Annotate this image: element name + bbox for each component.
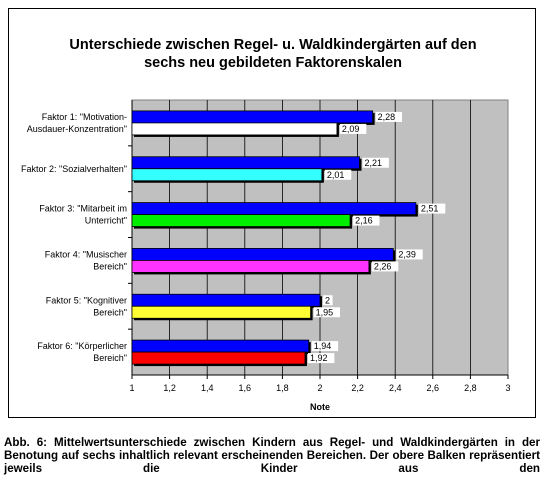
- x-tick-label: 2: [317, 383, 322, 393]
- category-label: Faktor 1: "Motivation-Ausdauer-Konzentra…: [27, 112, 127, 134]
- data-label-bg: [418, 203, 446, 214]
- category-label: Faktor 6: "Körperlicher Bereich": [37, 341, 127, 363]
- data-label: 1,92: [310, 353, 328, 363]
- category-label: Faktor 3: "Mitarbeit im Unterricht": [39, 204, 127, 226]
- data-label-bg: [324, 169, 352, 180]
- x-tick-label: 1,8: [276, 383, 289, 393]
- data-label: 2,09: [342, 124, 360, 134]
- bar-chart: Unterschiede zwischen Regel- u. Waldkind…: [21, 37, 510, 412]
- data-label-bg: [353, 215, 380, 226]
- bar-regelkindergarten: [131, 248, 394, 261]
- data-label-bg: [396, 249, 423, 260]
- bar-waldkindergarten: [131, 122, 338, 136]
- data-label-bg: [323, 295, 333, 306]
- x-tick-label: 3: [505, 383, 510, 393]
- x-tick-label: 2,8: [464, 383, 477, 393]
- data-label: 2,21: [364, 158, 382, 168]
- bar-waldkindergarten: [131, 214, 351, 227]
- data-label: 1,94: [314, 341, 332, 351]
- figure-caption: Abb. 6: Mittelwertsunterschiede zwischen…: [4, 436, 540, 476]
- bar-regelkindergarten: [131, 339, 310, 353]
- bar-regelkindergarten: [131, 156, 360, 170]
- chart-frame: Unterschiede zwischen Regel- u. Waldkind…: [8, 8, 536, 418]
- data-label-bg: [339, 123, 367, 134]
- category-label: Faktor 4: "Musischer Bereich": [45, 249, 127, 271]
- data-label: 2: [325, 295, 330, 305]
- bar-waldkindergarten: [131, 351, 306, 365]
- data-label: 2,28: [378, 112, 396, 122]
- x-tick-label: 2,6: [427, 383, 440, 393]
- data-label: 2,51: [421, 204, 439, 214]
- data-label: 2,39: [398, 249, 416, 259]
- x-tick-label: 1,2: [163, 383, 176, 393]
- bar-regelkindergarten: [131, 202, 417, 215]
- data-label: 2,16: [355, 216, 373, 226]
- bar-waldkindergarten: [131, 305, 312, 319]
- x-tick-label: 2,2: [351, 383, 364, 393]
- bar-waldkindergarten: [131, 260, 370, 273]
- x-tick-label: 1: [129, 383, 134, 393]
- category-label: Faktor 2: "Sozialverhalten": [21, 164, 127, 174]
- data-label: 1,95: [316, 307, 334, 317]
- data-label-bg: [371, 261, 399, 272]
- data-label-bg: [311, 341, 339, 352]
- data-label-bg: [375, 111, 403, 122]
- bar-waldkindergarten: [131, 168, 323, 182]
- data-label: 2,01: [327, 170, 345, 180]
- category-label: Faktor 5: "Kognitiver Bereich": [46, 295, 127, 317]
- data-label-bg: [307, 353, 335, 364]
- chart-title: Unterschiede zwischen Regel- u. Waldkind…: [69, 37, 476, 71]
- data-label: 2,26: [374, 261, 392, 271]
- x-axis-label: Note: [310, 402, 330, 412]
- bar-regelkindergarten: [131, 110, 374, 124]
- data-label-bg: [362, 157, 389, 168]
- bar-regelkindergarten: [131, 293, 321, 307]
- x-tick-label: 1,4: [201, 383, 214, 393]
- data-label-bg: [313, 307, 340, 318]
- x-tick-label: 1,6: [239, 383, 252, 393]
- x-tick-label: 2,4: [389, 383, 402, 393]
